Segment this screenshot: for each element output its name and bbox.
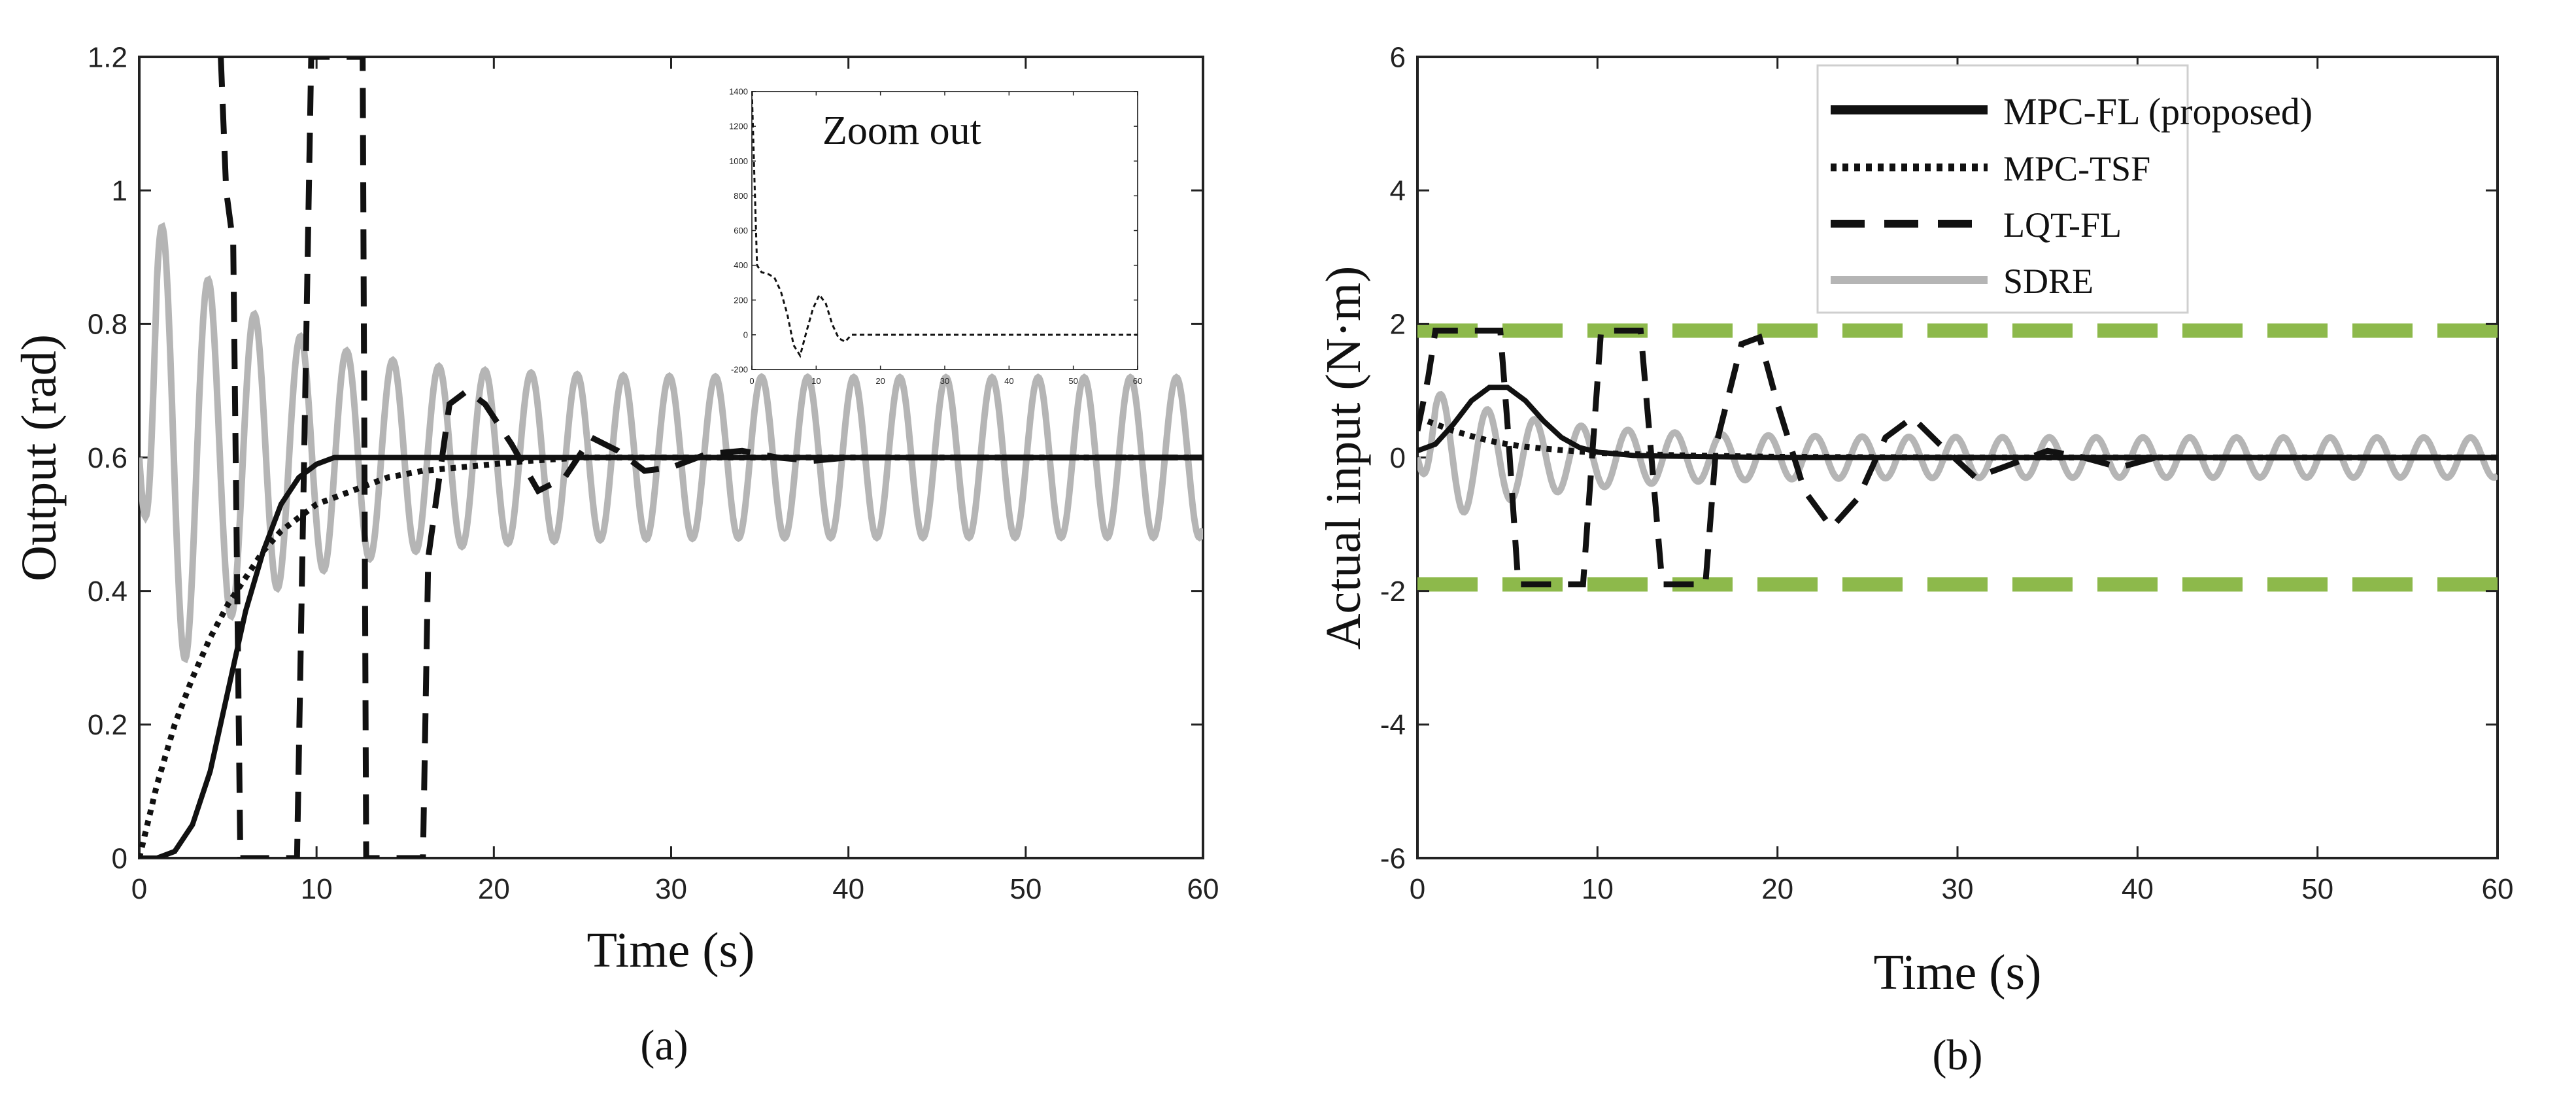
legend-label-sdre: SDRE <box>2003 262 2093 301</box>
panel-b-x-tick-label: 50 <box>2301 873 2333 905</box>
panel-b-y-tick-label: 4 <box>1390 175 1406 207</box>
inset-series <box>752 92 1138 358</box>
panel-a-series-lqt-fl <box>218 57 1203 858</box>
panel-b-series <box>1417 328 2498 587</box>
panel-a-x-tick-label: 60 <box>1187 873 1219 905</box>
inset-series-lqt-fl <box>752 92 1138 358</box>
panel-a-x-tick-label: 10 <box>301 873 333 905</box>
inset-x-tick-label: 40 <box>1004 376 1013 386</box>
inset-x-tick-label: 30 <box>940 376 949 386</box>
inset-x-tick-label: 50 <box>1068 376 1077 386</box>
panel-a-y-tick-label: 0.8 <box>88 309 127 341</box>
panel-a-y-tick-label: 0.4 <box>88 576 127 608</box>
panel-a-y-label: Output (rad) <box>12 334 67 581</box>
panel-a-y-tick-label: 0.6 <box>88 442 127 474</box>
panel-b-x-tick-label: 30 <box>1942 873 1974 905</box>
panel-b-x-tick-label: 10 <box>1582 873 1614 905</box>
inset-y-tick-label: 1400 <box>729 87 748 97</box>
panel-a-y-tick-label: 0 <box>112 842 127 874</box>
inset-y-tick-label: 600 <box>734 226 748 235</box>
panel-b-constraint-lines <box>1417 323 2498 592</box>
inset-y-tick-label: 0 <box>743 330 748 339</box>
panel-a-x-tick-label: 40 <box>832 873 864 905</box>
panel-b-x-tick-label: 40 <box>2122 873 2154 905</box>
inset-y-tick-label: 1200 <box>729 122 748 131</box>
panel-b-y-tick-label: -4 <box>1380 709 1406 741</box>
panel-b-y-label: Actual input (N·m) <box>1316 266 1371 650</box>
panel-b-caption: (b) <box>1933 1031 1983 1079</box>
inset-y-tick-label: 800 <box>734 191 748 201</box>
panel-b-series-mpc-fl-proposed- <box>1417 385 2498 460</box>
inset-y-tick-label: 400 <box>734 260 748 270</box>
panel-b-x-tick-label: 60 <box>2482 873 2514 905</box>
panel-b-y-tick-label: 2 <box>1390 309 1406 341</box>
panel-b-y-tick-label: -2 <box>1380 576 1406 608</box>
panel-a-x-tick-label: 20 <box>478 873 510 905</box>
panel-a-series <box>139 57 1203 858</box>
inset-x-tick-label: 0 <box>749 376 754 386</box>
panel-b-y-tick-label: -6 <box>1380 842 1406 874</box>
panel-a-y-tick-label: 1.2 <box>88 41 127 73</box>
legend-label-lqt-fl: LQT-FL <box>2003 205 2122 245</box>
panel-a-x-tick-label: 50 <box>1009 873 1042 905</box>
inset-frame <box>751 91 1138 370</box>
inset-x-tick-label: 60 <box>1133 376 1142 386</box>
panel-b-x-label: Time (s) <box>1874 945 2042 1000</box>
panel-a-series-sdre <box>139 222 1203 664</box>
legend-label-mpc-tsf: MPC-TSF <box>2003 149 2150 188</box>
panel-a-y-tick-label: 1 <box>112 175 127 207</box>
panel-b-y-tick-label: 0 <box>1390 442 1406 474</box>
legend-label-mpc-fl: MPC-FL (proposed) <box>2003 90 2313 133</box>
inset-x-tick-label: 20 <box>875 376 885 386</box>
panel-b-ticks: 0 10 20 30 40 50 60 -6 -4 -2 0 2 4 6 <box>1380 41 2514 905</box>
inset-x-tick-label: 10 <box>811 376 821 386</box>
panel-a-series-mpc-tsf <box>139 455 1203 858</box>
panel-a-x-tick-label: 0 <box>131 873 147 905</box>
inset-ticks: 0 10 20 30 40 50 60-20002004006008001000120014… <box>729 87 1142 386</box>
panel-a-x-tick-label: 30 <box>655 873 687 905</box>
panel-b-y-tick-label: 6 <box>1390 41 1406 73</box>
panel-b-x-tick-label: 20 <box>1761 873 1793 905</box>
panel-a-caption: (a) <box>640 1022 688 1069</box>
panel-b-x-tick-label: 0 <box>1410 873 1425 905</box>
panel-a-x-label: Time (s) <box>587 923 755 978</box>
inset-y-tick-label: 200 <box>734 295 748 305</box>
inset-y-tick-label: 1000 <box>729 156 748 166</box>
panel-a-y-tick-label: 0.2 <box>88 709 127 741</box>
legend: MPC-FL (proposed) MPC-TSF LQT-FL SDRE <box>1816 64 2313 314</box>
inset-title: Zoom out <box>822 109 981 153</box>
inset-y-tick-label: -200 <box>731 365 748 375</box>
